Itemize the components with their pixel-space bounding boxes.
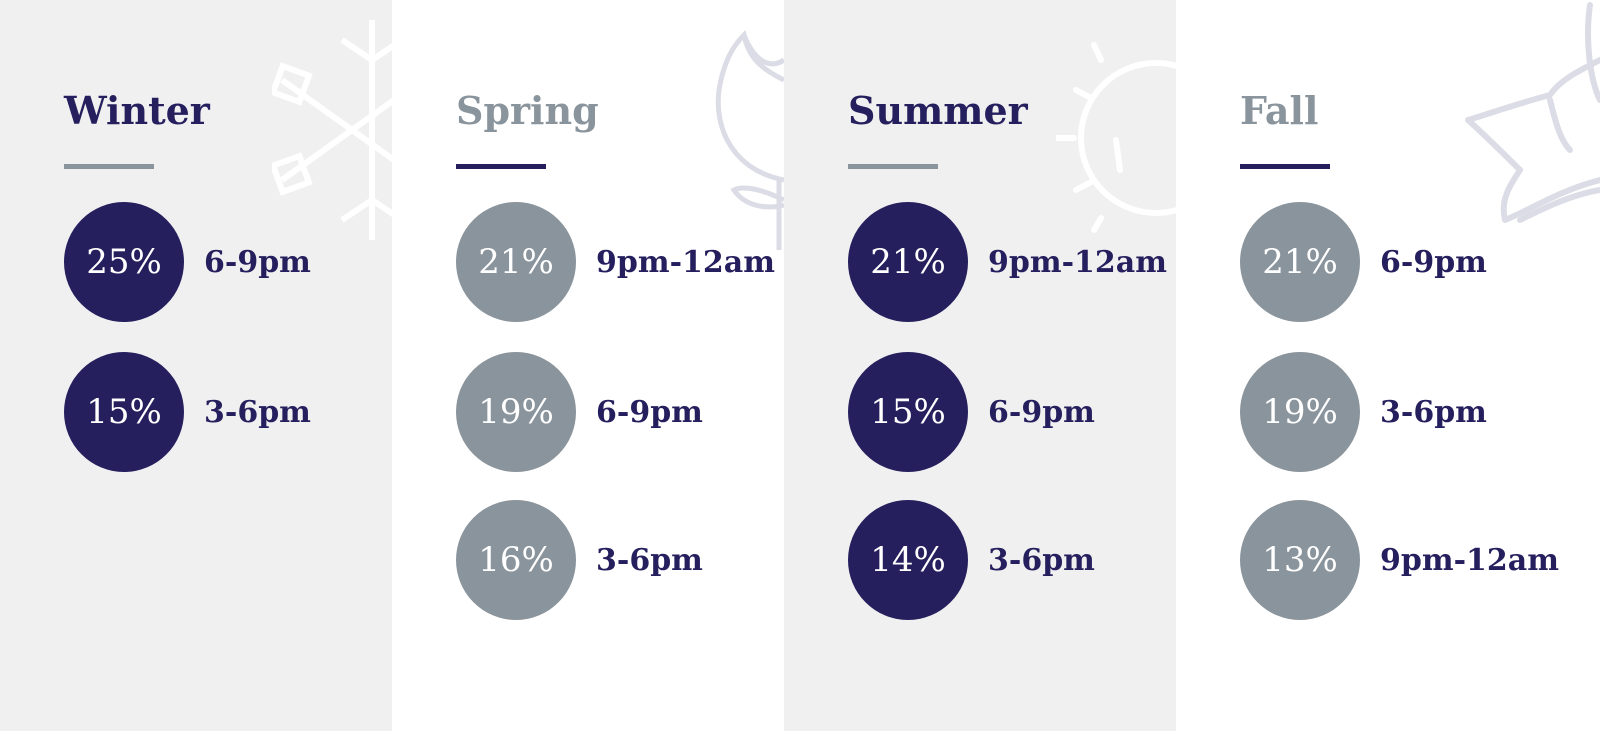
- time-range-label: 3-6pm: [1380, 394, 1487, 430]
- title-divider: [64, 164, 154, 169]
- title-divider: [848, 164, 938, 169]
- time-range-label: 3-6pm: [596, 542, 703, 578]
- stat-item: 15% 3-6pm: [64, 352, 311, 472]
- season-title: Fall: [1240, 88, 1319, 133]
- stat-item: 15% 6-9pm: [848, 352, 1095, 472]
- stat-item: 21% 9pm-12am: [456, 202, 775, 322]
- stat-item: 14% 3-6pm: [848, 500, 1095, 620]
- time-range-label: 9pm-12am: [988, 244, 1167, 280]
- season-column-spring: Spring 21% 9pm-12am 19% 6-9pm 16% 3-6pm: [392, 0, 784, 731]
- percent-badge: 21%: [456, 202, 576, 322]
- percent-badge: 19%: [456, 352, 576, 472]
- percent-badge: 14%: [848, 500, 968, 620]
- season-column-winter: Winter 25% 6-9pm 15% 3-6pm: [0, 0, 392, 731]
- season-column-summer: Summer 21% 9pm-12am 15% 6-9pm 14% 3-6pm: [784, 0, 1176, 731]
- season-column-fall: Fall 21% 6-9pm 19% 3-6pm 13% 9pm-12am: [1176, 0, 1600, 731]
- percent-badge: 25%: [64, 202, 184, 322]
- percent-badge: 21%: [1240, 202, 1360, 322]
- percent-badge: 16%: [456, 500, 576, 620]
- tulip-icon: [714, 0, 784, 264]
- leaf-icon: [1460, 0, 1600, 264]
- sun-icon: [1053, 0, 1176, 264]
- percent-badge: 15%: [64, 352, 184, 472]
- stat-item: 25% 6-9pm: [64, 202, 311, 322]
- stat-item: 21% 9pm-12am: [848, 202, 1167, 322]
- percent-badge: 21%: [848, 202, 968, 322]
- time-range-label: 6-9pm: [596, 394, 703, 430]
- title-divider: [456, 164, 546, 169]
- stat-item: 19% 6-9pm: [456, 352, 703, 472]
- time-range-label: 3-6pm: [204, 394, 311, 430]
- time-range-label: 3-6pm: [988, 542, 1095, 578]
- percent-badge: 19%: [1240, 352, 1360, 472]
- percent-badge: 15%: [848, 352, 968, 472]
- stat-item: 19% 3-6pm: [1240, 352, 1487, 472]
- time-range-label: 6-9pm: [1380, 244, 1487, 280]
- season-title: Spring: [456, 88, 599, 133]
- time-range-label: 6-9pm: [204, 244, 311, 280]
- title-divider: [1240, 164, 1330, 169]
- time-range-label: 6-9pm: [988, 394, 1095, 430]
- stat-item: 21% 6-9pm: [1240, 202, 1487, 322]
- season-title: Winter: [64, 88, 210, 133]
- time-range-label: 9pm-12am: [596, 244, 775, 280]
- season-title: Summer: [848, 88, 1028, 133]
- snowflake-icon: [269, 0, 392, 264]
- percent-badge: 13%: [1240, 500, 1360, 620]
- time-range-label: 9pm-12am: [1380, 542, 1559, 578]
- stat-item: 16% 3-6pm: [456, 500, 703, 620]
- stat-item: 13% 9pm-12am: [1240, 500, 1559, 620]
